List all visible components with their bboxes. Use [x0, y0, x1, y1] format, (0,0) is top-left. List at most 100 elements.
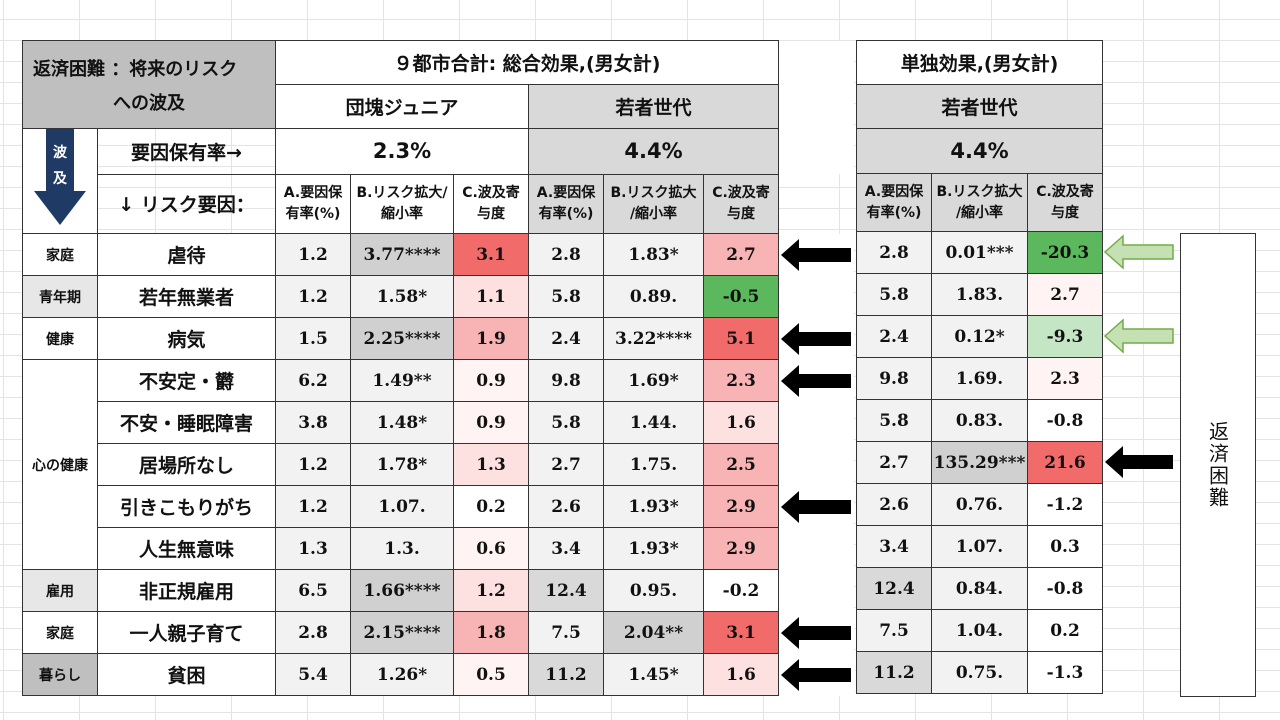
left-arrow-icon — [778, 233, 855, 276]
young-a-value: 2.6 — [528, 485, 604, 528]
single-a-value: 7.5 — [856, 609, 932, 652]
young-b-value: 1.44. — [603, 401, 704, 444]
table-row: 5.8 0.83. -0.8 — [856, 399, 1103, 442]
group-header-dankai: 団塊ジュニア — [275, 84, 529, 129]
young-a-value: 7.5 — [528, 611, 604, 654]
young-b-value: 1.83* — [603, 233, 704, 276]
young-b-value: 1.75. — [603, 443, 704, 486]
dankai-b-value: 1.58* — [350, 275, 454, 318]
single-b-value: 1.83. — [931, 273, 1028, 316]
single-b-value: 1.04. — [931, 609, 1028, 652]
down-arrow-icon: 波 及 — [34, 129, 86, 225]
dankai-a-value: 1.3 — [275, 527, 351, 570]
repayment-difficulty-label: 返済困難 — [1205, 421, 1230, 509]
young-c-value: 3.1 — [703, 611, 779, 654]
table-row: 心の健康 不安定・欝 6.2 1.49** 0.9 9.8 1.69* 2.3 — [22, 359, 855, 570]
single-c-value: 0.2 — [1027, 609, 1103, 652]
empty-arrow-cell — [778, 527, 855, 570]
young-a-value: 2.7 — [528, 443, 604, 486]
single-c-value: -1.2 — [1027, 483, 1103, 526]
left-arrow-icon — [778, 317, 855, 360]
subheader-dankai-2: C.波及寄 与度 — [453, 173, 529, 235]
single-b-value: 0.75. — [931, 651, 1028, 694]
table-row: 雇用 非正規雇用 6.5 1.66**** 1.2 12.4 0.95. -0.2 — [22, 569, 855, 612]
table-row: 青年期 若年無業者 1.2 1.58* 1.1 5.8 0.89. -0.5 — [22, 275, 855, 318]
dankai-b-value: 1.07. — [350, 485, 454, 528]
young-a-value: 11.2 — [528, 653, 604, 696]
dankai-c-value: 1.3 — [453, 443, 529, 486]
dankai-a-value: 1.5 — [275, 317, 351, 360]
dankai-b-value: 2.25**** — [350, 317, 454, 360]
single-group-header: 若者世代 — [856, 84, 1103, 129]
single-b-value: 135.29*** — [931, 441, 1028, 484]
category-cell: 暮らし — [22, 653, 98, 696]
young-c-value: 1.6 — [703, 653, 779, 696]
subheader-dankai-1: B.リスク拡大/縮小率 — [350, 173, 454, 235]
subheader-single-2: C.波及寄 与度 — [1027, 173, 1103, 232]
table-row: 人生無意味 1.3 1.3. 0.6 3.4 1.93* 2.9 — [23, 527, 855, 570]
dankai-a-value: 6.5 — [275, 569, 351, 612]
subheader-single-0: A.要因保 有率(%) — [856, 173, 932, 232]
dankai-b-value: 1.49** — [350, 359, 454, 402]
dankai-a-value: 1.2 — [275, 443, 351, 486]
dankai-c-value: 1.2 — [453, 569, 529, 612]
dankai-b-value: 1.48* — [350, 401, 454, 444]
table-row: 3.4 1.07. 0.3 — [856, 525, 1103, 568]
young-a-value: 5.8 — [528, 275, 604, 318]
dankai-a-value: 5.4 — [275, 653, 351, 696]
dankai-c-value: 0.6 — [453, 527, 529, 570]
down-arrow-text-2: 及 — [53, 171, 68, 187]
single-a-value: 2.7 — [856, 441, 932, 484]
subheader-young-0: A.要因保 有率(%) — [528, 173, 604, 235]
risk-item-label: 居場所なし — [97, 443, 276, 486]
table-row: 9.8 1.69. 2.3 — [856, 357, 1103, 400]
empty-arrow-cell — [778, 443, 855, 486]
risk-factor-label: ↓ リスク要因： — [97, 173, 276, 235]
left-arrow-icon — [778, 611, 855, 654]
young-c-value: 1.6 — [703, 401, 779, 444]
risk-item-label: 一人親子育て — [97, 611, 276, 654]
dankai-a-value: 2.8 — [275, 611, 351, 654]
group-header-young: 若者世代 — [528, 84, 779, 129]
empty-arrow-cell — [778, 401, 855, 444]
single-effect-table: 単独効果,(男女計) 若者世代 4.4% A.要因保 有率(%) B.リスク拡大/縮… — [856, 40, 1103, 694]
single-c-value: -1.3 — [1027, 651, 1103, 694]
category-cell: 青年期 — [22, 275, 98, 318]
young-a-value: 2.4 — [528, 317, 604, 360]
single-rate: 4.4% — [856, 128, 1103, 174]
table-row: 引きこもりがち 1.2 1.07. 0.2 2.6 1.93* 2.9 — [23, 485, 855, 528]
young-b-value: 0.89. — [603, 275, 704, 318]
dankai-c-value: 3.1 — [453, 233, 529, 276]
young-b-value: 1.69* — [603, 359, 704, 402]
young-c-value: 2.9 — [703, 527, 779, 570]
risk-item-label: 病気 — [97, 317, 276, 360]
table-row: 居場所なし 1.2 1.78* 1.3 2.7 1.75. 2.5 — [23, 443, 855, 486]
down-arrow-text-1: 波 — [53, 144, 68, 161]
risk-item-label: 貧困 — [97, 653, 276, 696]
dankai-c-value: 1.8 — [453, 611, 529, 654]
single-a-value: 3.4 — [856, 525, 932, 568]
empty-arrow-cell — [778, 569, 855, 612]
table-row: 2.6 0.76. -1.2 — [856, 483, 1103, 526]
young-a-value: 2.8 — [528, 233, 604, 276]
single-a-value: 5.8 — [856, 399, 932, 442]
dankai-b-value: 1.3. — [350, 527, 454, 570]
dankai-c-value: 1.9 — [453, 317, 529, 360]
single-a-value: 12.4 — [856, 567, 932, 610]
young-c-value: 2.7 — [703, 233, 779, 276]
risk-item-label: 不安・睡眠障害 — [97, 401, 276, 444]
spread-down-arrow: 波 及 — [22, 128, 98, 234]
category-cell: 家庭 — [22, 611, 98, 654]
young-a-value: 5.8 — [528, 401, 604, 444]
subheader-single-1: B.リスク拡大/縮小率 — [931, 173, 1028, 232]
single-a-value: 2.8 — [856, 231, 932, 274]
young-b-value: 1.45* — [603, 653, 704, 696]
dankai-a-value: 6.2 — [275, 359, 351, 402]
table-row: 2.8 0.01*** -20.3 — [856, 231, 1103, 274]
dankai-b-value: 1.66**** — [350, 569, 454, 612]
dankai-c-value: 0.2 — [453, 485, 529, 528]
table-row: 2.7 135.29*** 21.6 — [856, 441, 1103, 484]
black-left-arrow-icon — [1105, 446, 1173, 478]
single-c-value: 21.6 — [1027, 441, 1103, 484]
category-cell: 家庭 — [22, 233, 98, 276]
